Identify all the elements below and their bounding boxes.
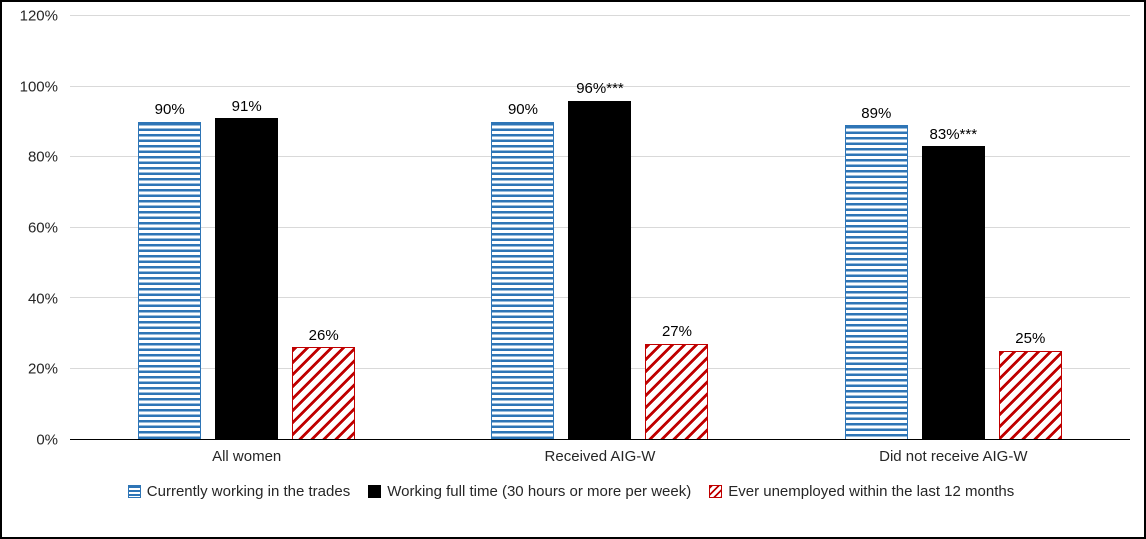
category-label: Received AIG-W: [544, 448, 656, 465]
legend-swatch-red-hatch: [709, 485, 723, 498]
y-tick-label: 20%: [27, 360, 58, 378]
y-tick-label: 40%: [27, 290, 58, 308]
gridline: [70, 85, 1130, 87]
bar-slot: 90%: [491, 16, 555, 439]
y-tick-label: 60%: [27, 219, 58, 237]
bar-red-hatch: [292, 347, 356, 439]
legend: Currently working in the trades Working f…: [12, 483, 1130, 500]
bar-blue-stripes: [138, 121, 202, 439]
plot-area: 90% 91% 26% 90% 96%*** 27% 89% 83%*** 25%: [70, 15, 1130, 440]
bar-red-hatch: [998, 350, 1062, 439]
y-tick-label: 0%: [36, 431, 58, 449]
bar-black-solid: [568, 100, 632, 439]
bar-slot: 96%***: [568, 16, 632, 439]
bar-value-label: 26%: [308, 326, 339, 344]
gridline: [70, 15, 1130, 16]
bar-groups: 90% 91% 26% 90% 96%*** 27% 89% 83%*** 25%: [70, 16, 1130, 439]
bar-red-hatch: [645, 343, 709, 439]
legend-label: Ever unemployed within the last 12 month…: [728, 483, 1015, 500]
bar-group: 89% 83%*** 25%: [777, 16, 1130, 439]
bar-value-label: 27%: [661, 323, 692, 341]
legend-label: Currently working in the trades: [146, 483, 351, 500]
y-tick-label: 100%: [19, 78, 58, 96]
legend-swatch-black-solid: [368, 485, 382, 498]
y-tick-label: 80%: [27, 148, 58, 166]
x-axis-labels: All women Received AIG-W Did not receive A…: [70, 448, 1130, 465]
bar-value-label: 25%: [1015, 330, 1046, 348]
bar-slot: 89%: [844, 16, 908, 439]
category-label: Did not receive AIG-W: [879, 448, 1028, 465]
bar-slot: 27%: [645, 16, 709, 439]
bar-value-label: 90%: [507, 101, 538, 119]
legend-item: Ever unemployed within the last 12 month…: [709, 483, 1014, 500]
bar-slot: 25%: [998, 16, 1062, 439]
bar-value-label: 91%: [231, 97, 262, 115]
bar-slot: 91%: [215, 16, 279, 439]
bar-value-label: 90%: [154, 101, 185, 119]
legend-item: Working full time (30 hours or more per …: [368, 483, 691, 500]
y-tick-label: 120%: [19, 7, 58, 25]
chart-body: 0% 20% 40% 60% 80% 100% 120% 90% 91% 26% 90% 96%**…: [12, 9, 1130, 448]
bar-value-label: 96%***: [576, 80, 624, 98]
legend-item: Currently working in the trades: [127, 483, 351, 500]
bar-slot: 26%: [292, 16, 356, 439]
bar-slot: 83%***: [921, 16, 985, 439]
bar-black-solid: [921, 146, 985, 439]
bar-black-solid: [215, 118, 279, 439]
bar-slot: 90%: [138, 16, 202, 439]
bar-blue-stripes: [491, 121, 555, 439]
bar-value-label: 83%***: [929, 125, 978, 143]
bar-group: 90% 96%*** 27%: [423, 16, 776, 439]
legend-swatch-blue-stripes: [127, 485, 141, 498]
bar-group: 90% 91% 26%: [70, 16, 423, 439]
bar-value-label: 89%: [861, 104, 892, 122]
y-axis: 0% 20% 40% 60% 80% 100% 120%: [12, 9, 70, 448]
category-label: All women: [212, 448, 282, 465]
bar-blue-stripes: [844, 125, 908, 439]
legend-label: Working full time (30 hours or more per …: [387, 483, 692, 500]
